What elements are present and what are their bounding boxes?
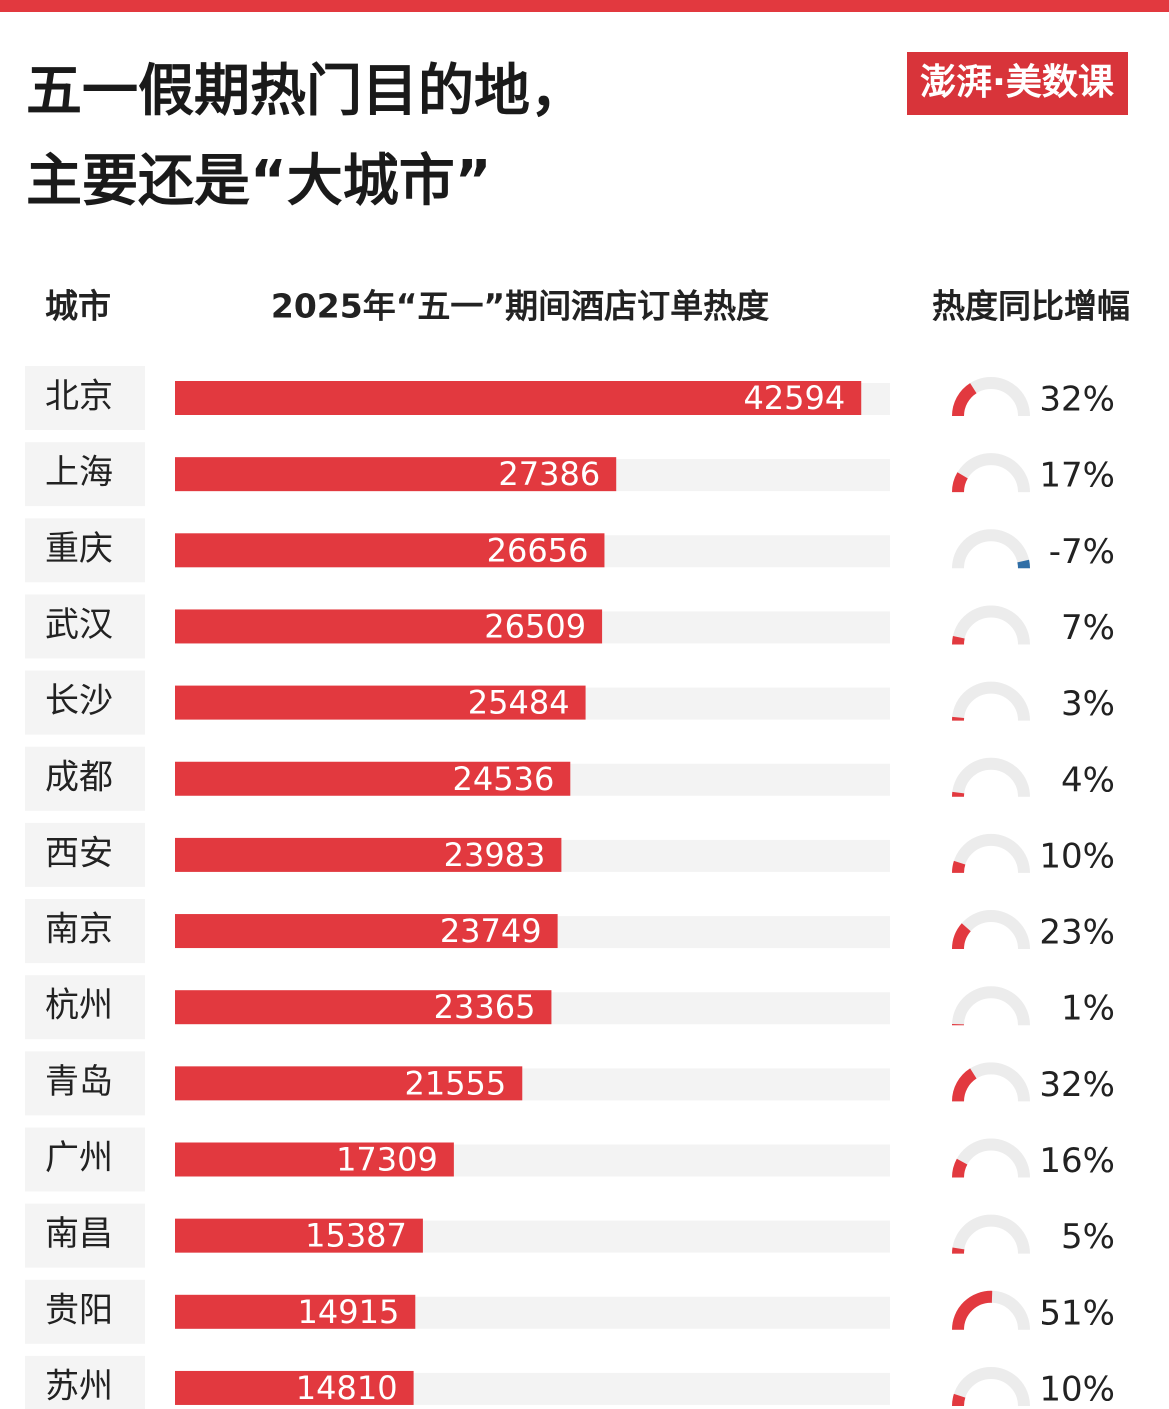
city-cell	[25, 1203, 145, 1268]
gauge-arc	[952, 1290, 993, 1331]
city-label: 南京	[45, 910, 113, 950]
city-cell	[25, 1355, 145, 1409]
gauge-track	[952, 757, 1030, 798]
gauge-track	[952, 529, 1030, 569]
city-cell	[25, 1051, 145, 1116]
growth-label: 51%	[1039, 1293, 1115, 1333]
growth-label: 5%	[1061, 1217, 1115, 1257]
gauge-track	[952, 833, 1030, 874]
gauge-arc	[952, 1068, 977, 1102]
gauge-track	[952, 1214, 1030, 1254]
city-cell	[25, 518, 145, 583]
city-label: 北京	[45, 377, 113, 417]
growth-label: 10%	[1039, 836, 1115, 876]
bar	[175, 837, 562, 872]
bar-value-label: 27386	[498, 455, 600, 493]
growth-label: 32%	[1039, 1065, 1115, 1105]
city-label: 苏州	[45, 1366, 113, 1406]
city-cell	[25, 746, 145, 811]
bar	[175, 1370, 414, 1405]
bar	[175, 381, 862, 415]
city-label: 长沙	[45, 681, 113, 721]
bar-value-label: 14810	[296, 1369, 398, 1407]
growth-label: 4%	[1061, 760, 1115, 800]
city-cell	[25, 670, 145, 735]
bar	[175, 1066, 523, 1101]
gauge-track	[952, 605, 1030, 645]
city-label: 成都	[45, 757, 113, 797]
growth-label: 1%	[1061, 989, 1115, 1029]
city-cell	[25, 1279, 145, 1344]
city-cell	[25, 899, 145, 964]
bar	[175, 533, 605, 568]
title-line: 五一假期热门目的地，	[26, 59, 586, 124]
city-label: 武汉	[45, 605, 113, 645]
city-label: 青岛	[45, 1062, 113, 1102]
gauge-arc	[952, 860, 966, 874]
gauge-track	[952, 986, 1030, 1026]
category-header: 城市	[45, 287, 111, 326]
growth-label: 17%	[1039, 456, 1115, 496]
logo-text: 澎湃·美数课	[920, 62, 1114, 103]
city-label: 贵阳	[45, 1290, 113, 1330]
gauge-track	[952, 1366, 1030, 1407]
gauge-arc	[952, 635, 965, 645]
city-label: 南昌	[45, 1214, 113, 1254]
bar	[175, 457, 617, 492]
city-label: 上海	[45, 453, 113, 493]
gauge-arc	[1017, 559, 1031, 569]
bar	[175, 1142, 454, 1177]
city-cell	[25, 594, 145, 659]
city-label: 广州	[45, 1138, 113, 1178]
city-cell	[25, 975, 145, 1040]
city-label: 西安	[45, 833, 113, 873]
bar-value-label: 23365	[434, 988, 536, 1026]
growth-label: 32%	[1039, 380, 1115, 420]
series-header: 热度同比增幅	[932, 287, 1130, 326]
city-cell	[25, 442, 145, 507]
city-cell	[25, 1127, 145, 1192]
bar-value-label: 17309	[336, 1141, 438, 1179]
bar	[175, 990, 552, 1025]
bar	[175, 761, 571, 796]
gauge-track	[952, 1138, 1030, 1178]
bar-value-label: 15387	[305, 1217, 407, 1255]
bar	[175, 609, 603, 644]
logo-box	[907, 52, 1128, 115]
growth-label: 16%	[1039, 1141, 1115, 1181]
bar	[175, 685, 586, 720]
bar-value-label: 23983	[444, 836, 546, 874]
bar-value-label: 23749	[440, 912, 542, 950]
gauge-arc	[952, 1158, 968, 1178]
bar-value-label: 26509	[484, 607, 586, 645]
title-line: 主要还是“大城市”	[26, 149, 492, 214]
bar	[175, 1294, 416, 1329]
gauge-arc	[952, 383, 977, 417]
bar-value-label: 42594	[743, 379, 845, 417]
gauge-arc	[952, 472, 968, 493]
city-cell	[25, 822, 145, 887]
bar	[175, 1218, 423, 1253]
bar-value-label: 14915	[298, 1293, 400, 1331]
top-stripe	[0, 0, 1169, 12]
growth-label: -7%	[1049, 532, 1115, 572]
gauge-track	[952, 681, 1030, 721]
series-header: 2025年“五一”期间酒店订单热度	[271, 287, 769, 326]
city-label: 杭州	[45, 986, 113, 1026]
bar	[175, 914, 558, 949]
growth-label: 23%	[1039, 913, 1115, 953]
gauge-arc	[952, 1393, 966, 1407]
gauge-arc	[952, 923, 972, 950]
growth-label: 3%	[1061, 684, 1115, 724]
bar-value-label: 26656	[487, 531, 589, 569]
city-cell	[25, 366, 145, 430]
bar-value-label: 24536	[453, 760, 555, 798]
growth-label: 10%	[1039, 1369, 1115, 1409]
gauge-track	[952, 453, 1030, 493]
city-label: 重庆	[45, 529, 113, 569]
growth-label: 7%	[1061, 608, 1115, 648]
bar-value-label: 25484	[468, 684, 570, 722]
bar-value-label: 21555	[404, 1064, 506, 1102]
